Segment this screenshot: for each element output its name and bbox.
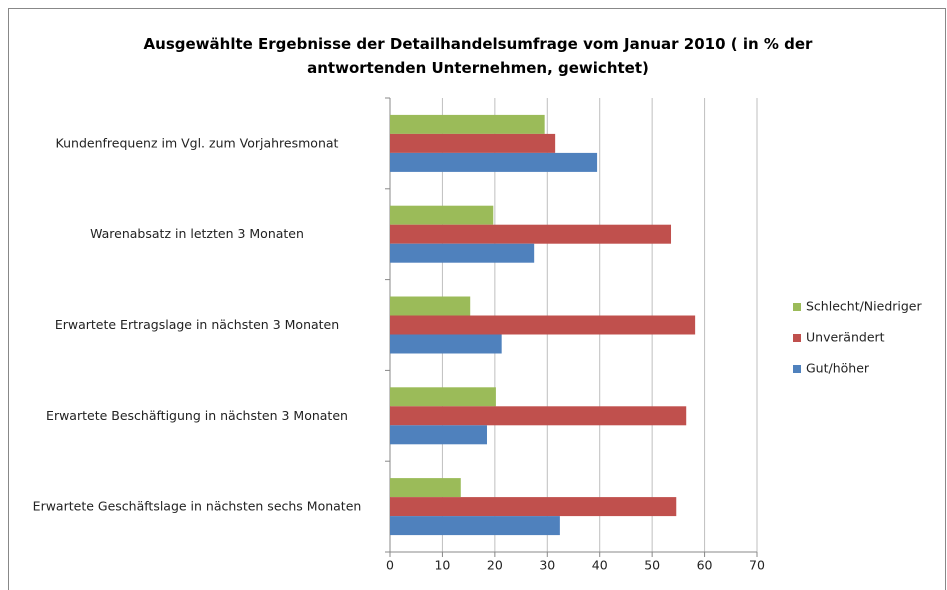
- x-tick-label: 30: [539, 558, 555, 573]
- bar: [390, 152, 598, 172]
- x-tick-label: 60: [697, 558, 713, 573]
- x-tick-label: 70: [749, 558, 765, 573]
- bar: [390, 243, 535, 263]
- y-tick-label: Erwartete Beschäftigung in nächsten 3 Mo…: [46, 407, 348, 422]
- bar: [390, 497, 677, 517]
- legend-swatch: [793, 334, 801, 342]
- bar: [390, 114, 545, 134]
- legend-swatch: [793, 365, 801, 373]
- legend-label: Unverändert: [806, 330, 885, 345]
- x-tick-label: 50: [644, 558, 660, 573]
- x-tick-label: 40: [592, 558, 608, 573]
- y-tick-label: Kundenfrequenz im Vgl. zum Vorjahresmona…: [56, 135, 339, 150]
- y-tick-label: Warenabsatz in letzten 3 Monaten: [90, 226, 304, 241]
- bar: [390, 425, 487, 445]
- legend-label: Gut/höher: [806, 361, 870, 376]
- x-tick-label: 0: [386, 558, 394, 573]
- chart-title: Ausgewählte Ergebnisse der Detailhandels…: [144, 35, 814, 77]
- x-tick-label: 20: [487, 558, 503, 573]
- legend-swatch: [793, 303, 801, 311]
- x-tick-label: 10: [434, 558, 450, 573]
- bar: [390, 315, 696, 335]
- bar: [390, 406, 687, 426]
- bar: [390, 478, 461, 498]
- bar: [390, 133, 556, 153]
- bar: [390, 224, 672, 244]
- bar: [390, 205, 494, 225]
- y-tick-label: Erwartete Ertragslage in nächsten 3 Mona…: [55, 317, 339, 332]
- bar: [390, 516, 560, 536]
- bar: [390, 387, 496, 407]
- bar: [390, 334, 502, 354]
- legend-label: Schlecht/Niedriger: [806, 299, 922, 314]
- bar: [390, 296, 471, 316]
- y-tick-label: Erwartete Geschäftslage in nächsten sech…: [33, 498, 362, 513]
- chart-frame: [8, 8, 946, 590]
